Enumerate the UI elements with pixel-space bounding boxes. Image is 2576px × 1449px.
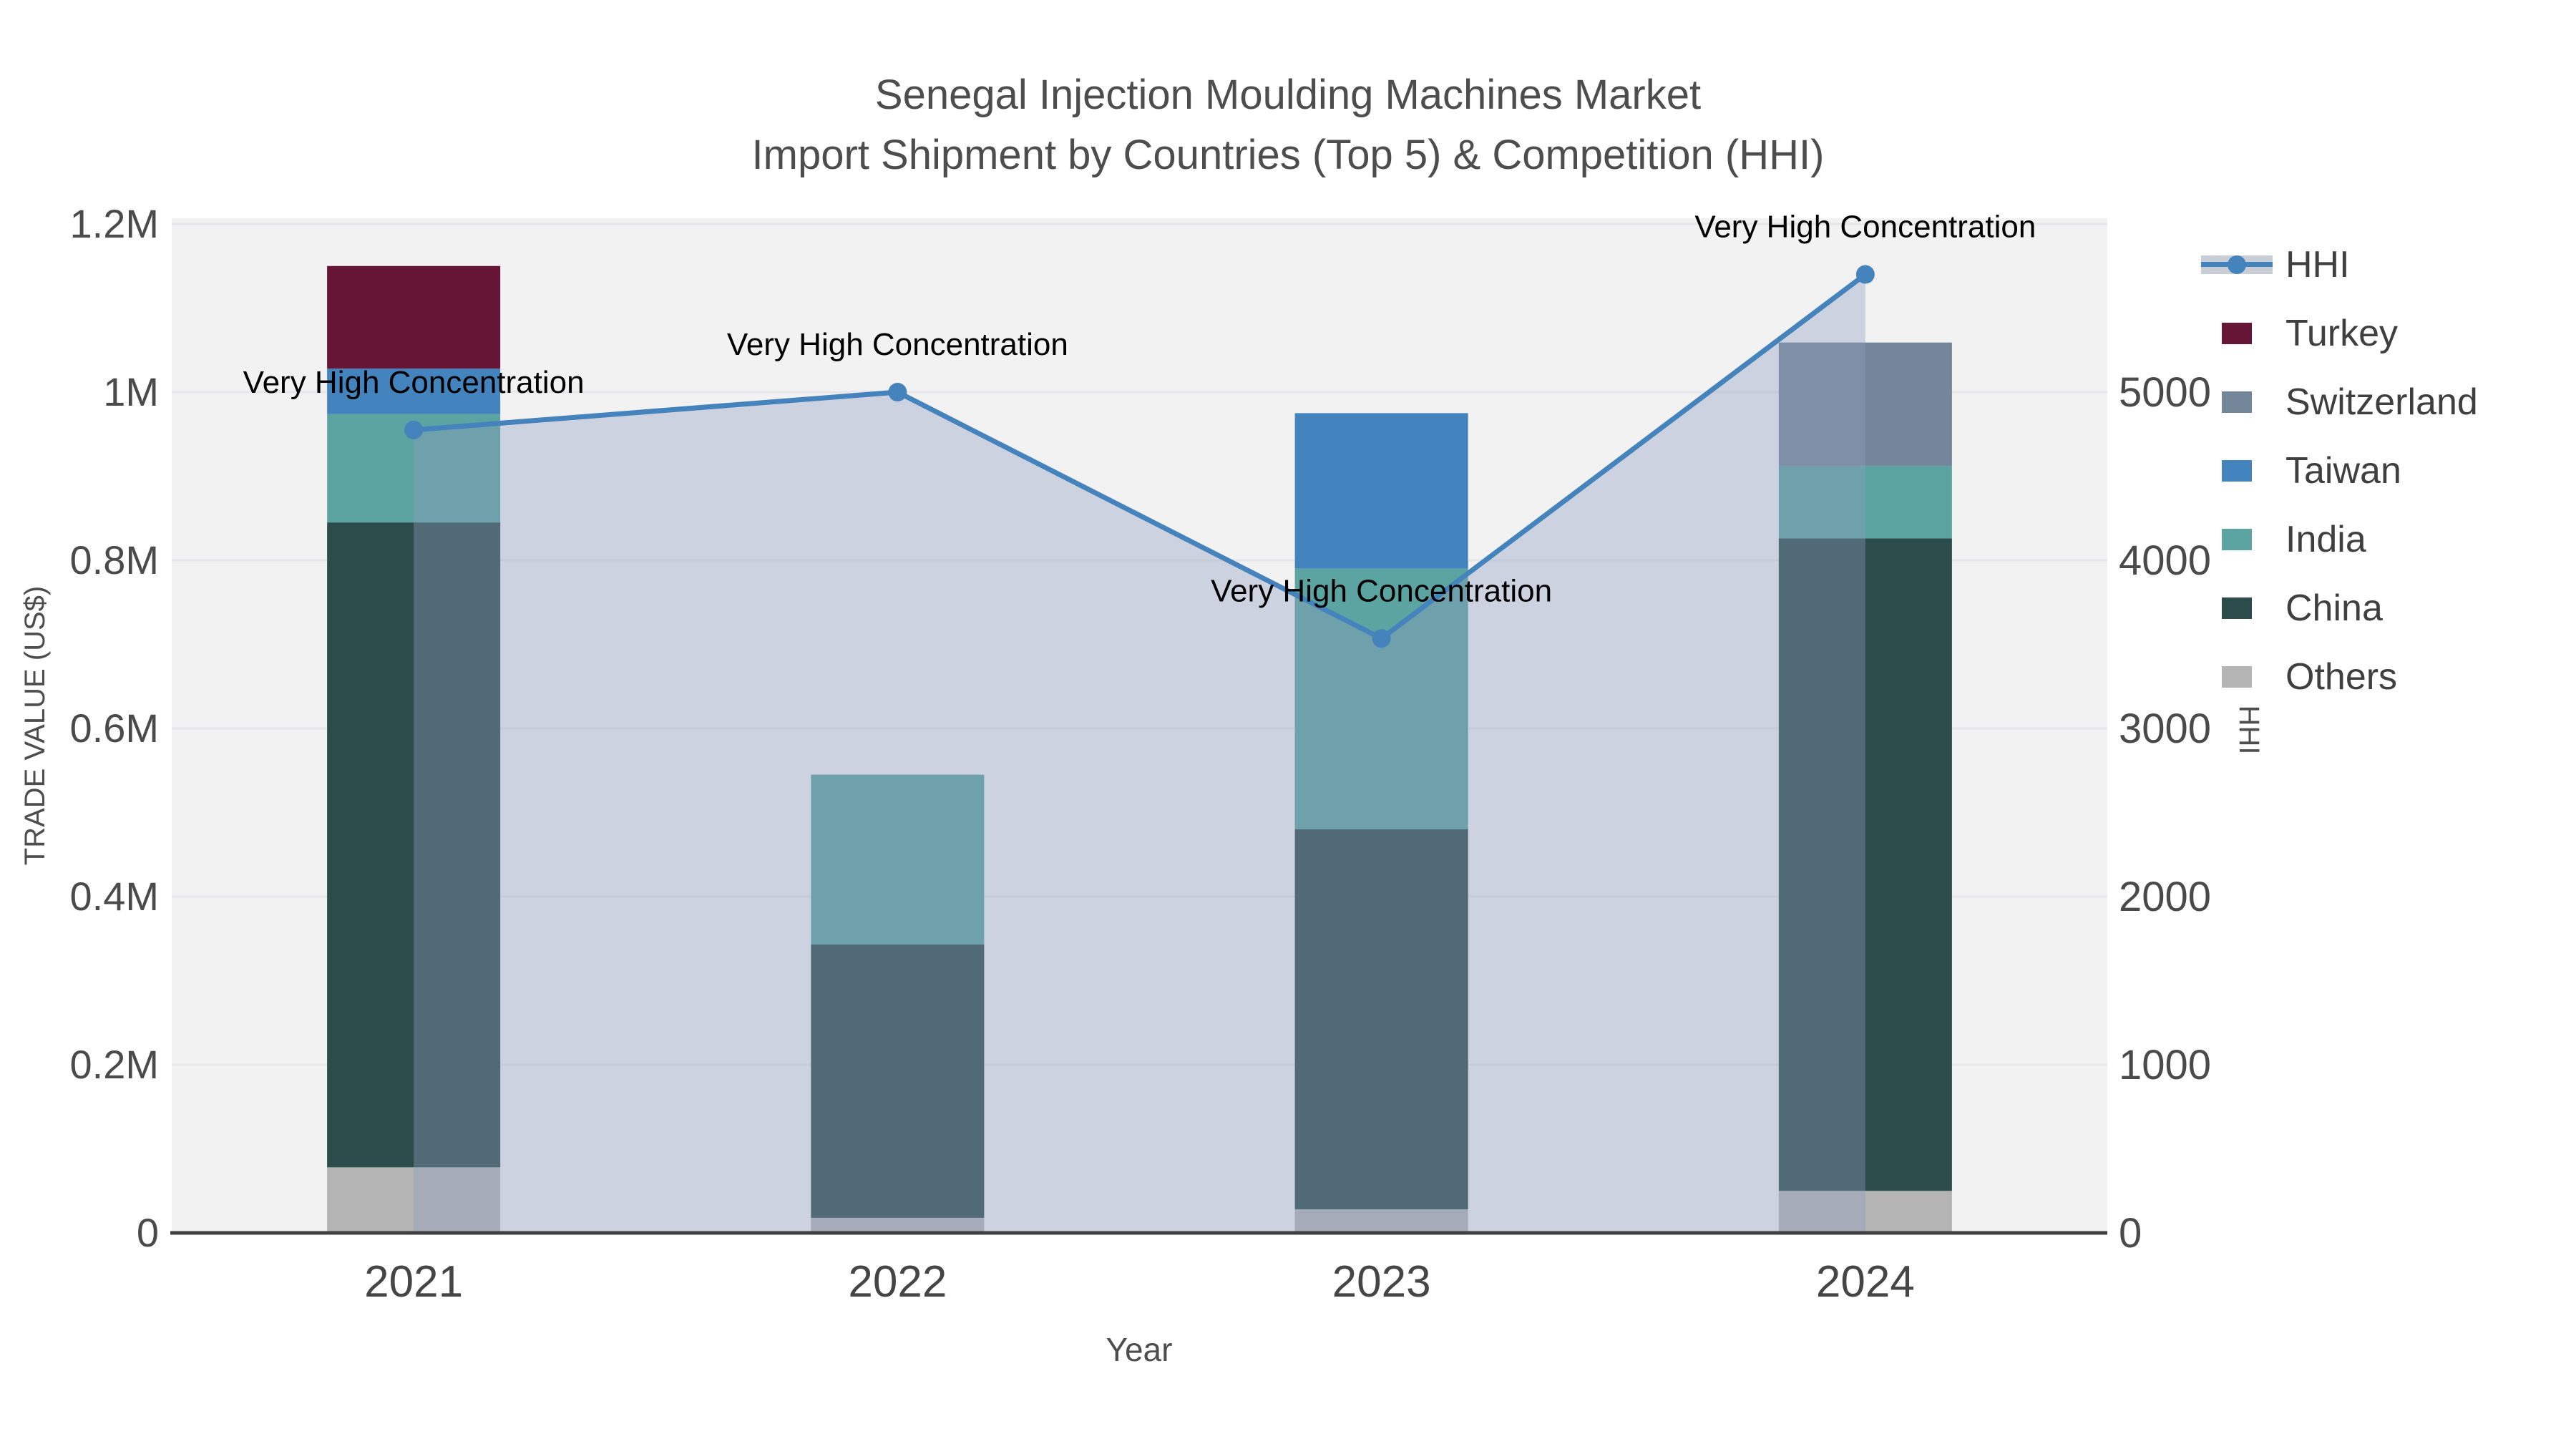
bar-2023-taiwan[interactable]: [1294, 413, 1468, 569]
india-swatch-icon: [2222, 529, 2252, 550]
y-left-tick-label: 0.8M: [70, 537, 160, 582]
stacked-bars: [327, 265, 1952, 1233]
bar-2024-china[interactable]: [1778, 538, 1952, 1191]
legend-item-china[interactable]: China: [2201, 574, 2478, 643]
annotations: Very High Concentration Very High Concent…: [243, 210, 2036, 609]
annotation-2024: Very High Concentration: [1694, 210, 2036, 245]
hhi-area-fill: [414, 274, 1865, 1233]
x-tick-label: 2024: [1816, 1257, 1915, 1307]
legend-item-turkey[interactable]: Turkey: [2201, 299, 2478, 368]
y-axis-title-right: HHI: [2233, 706, 2265, 755]
hhi-point-2023[interactable]: [1372, 629, 1391, 648]
y-right-tick-label: 0: [2119, 1210, 2142, 1257]
turkey-swatch-icon: [2222, 323, 2252, 344]
y-right-tick-label: 4000: [2119, 537, 2211, 584]
bar-2021-others[interactable]: [327, 1167, 501, 1233]
y-right-tick-label: 1000: [2119, 1042, 2211, 1088]
y-left-tick-label: 0.4M: [70, 874, 160, 919]
y-left-tick-label: 0: [137, 1210, 159, 1255]
hhi-legend-marker-icon: [2201, 250, 2273, 279]
x-tick-label: 2023: [1332, 1257, 1431, 1307]
taiwan-swatch-icon: [2222, 460, 2252, 482]
hhi-point-2022[interactable]: [888, 383, 907, 401]
y-left-tick-label: 0.6M: [70, 706, 160, 751]
y-left-tick-label: 1.2M: [70, 201, 160, 246]
legend-label: Taiwan: [2285, 450, 2401, 492]
bar-2022-india[interactable]: [811, 774, 985, 945]
y-right-tick-label: 2000: [2119, 874, 2211, 920]
legend-item-india[interactable]: India: [2201, 505, 2478, 574]
legend-label: China: [2285, 587, 2383, 629]
bar-2023-india[interactable]: [1294, 568, 1468, 829]
bar-2021-china[interactable]: [327, 522, 501, 1168]
hhi-line: [411, 272, 1868, 642]
y-right-tick-label: 3000: [2119, 706, 2211, 752]
switzerland-swatch-icon: [2222, 391, 2252, 413]
x-axis-title: Year: [1106, 1331, 1173, 1368]
legend-item-hhi[interactable]: HHI: [2201, 230, 2478, 299]
legend-label: Turkey: [2285, 313, 2398, 354]
hhi-line-series: [404, 265, 1875, 648]
annotation-2023: Very High Concentration: [1211, 573, 1552, 608]
legend-label: HHI: [2285, 244, 2350, 286]
bar-2022-china[interactable]: [811, 944, 985, 1218]
chart-title-line1: Senegal Injection Moulding Machines Mark…: [875, 72, 1701, 118]
bar-2024-switzerland[interactable]: [1778, 342, 1952, 467]
bar-2022-others[interactable]: [811, 1217, 985, 1233]
x-tick-label: 2021: [364, 1257, 463, 1307]
bar-2023-others[interactable]: [1294, 1209, 1468, 1233]
hhi-area: [414, 274, 1865, 1233]
bar-2023-china[interactable]: [1294, 829, 1468, 1210]
china-swatch-icon: [2222, 597, 2252, 619]
y-left-tick-label: 0.2M: [70, 1042, 160, 1087]
y-axis-title-left: TRADE VALUE (US$): [19, 586, 51, 865]
legend-label: Others: [2285, 656, 2398, 698]
legend-label: Switzerland: [2285, 381, 2478, 423]
annotation-2021: Very High Concentration: [243, 365, 585, 400]
legend-item-others[interactable]: Others: [2201, 643, 2478, 711]
axis-tick-labels: 0 0.2M 0.4M 0.6M 0.8M 1M 1.2M 0 1000 2000 3000 4000…: [70, 201, 2212, 1307]
hhi-marker-dot-icon: [2228, 255, 2246, 274]
legend-label: India: [2285, 519, 2366, 560]
annotation-2022: Very High Concentration: [727, 327, 1068, 362]
legend-item-switzerland[interactable]: Switzerland: [2201, 368, 2478, 436]
y-left-tick-label: 1M: [103, 369, 159, 414]
legend-item-taiwan[interactable]: Taiwan: [2201, 436, 2478, 505]
chart-title-line2: Import Shipment by Countries (Top 5) & C…: [752, 132, 1825, 178]
x-tick-label: 2022: [848, 1257, 947, 1307]
legend: HHI Turkey Switzerland Taiwan India Chin…: [2201, 230, 2478, 711]
bar-2021-taiwan[interactable]: [327, 369, 501, 414]
bar-2021-turkey[interactable]: [327, 265, 501, 369]
others-swatch-icon: [2222, 666, 2252, 688]
y-right-tick-label: 5000: [2119, 369, 2211, 416]
hhi-point-2024[interactable]: [1855, 265, 1875, 284]
bar-2024-others[interactable]: [1778, 1191, 1952, 1233]
hhi-point-2021[interactable]: [404, 420, 424, 439]
bar-2024-india[interactable]: [1778, 466, 1952, 539]
